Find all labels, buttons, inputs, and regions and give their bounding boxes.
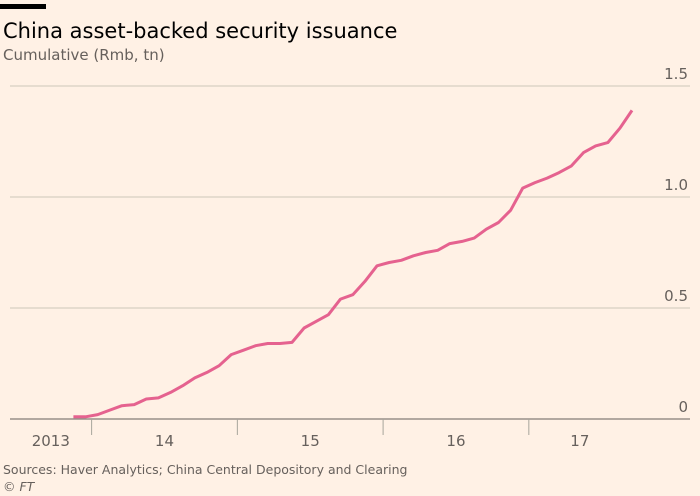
- x-tick-label: 15: [301, 432, 320, 450]
- source: Sources: Haver Analytics; China Central …: [3, 462, 407, 477]
- x-tick-label: 17: [570, 432, 589, 450]
- x-tick-label: 16: [446, 432, 465, 450]
- y-tick-label: 1.5: [664, 65, 688, 83]
- y-tick-label: 1.0: [664, 176, 688, 194]
- y-tick-label: 0: [678, 398, 688, 416]
- credit: © FT: [3, 479, 36, 494]
- chart-subtitle: Cumulative (Rmb, tn): [3, 46, 165, 64]
- line: [73, 109, 634, 419]
- brand-bar: [0, 4, 46, 9]
- chart-title: China asset-backed security issuance: [3, 19, 397, 43]
- x-tick-label: 14: [155, 432, 174, 450]
- x-tick-label: 2013: [32, 432, 70, 450]
- y-tick-label: 0.5: [664, 287, 688, 305]
